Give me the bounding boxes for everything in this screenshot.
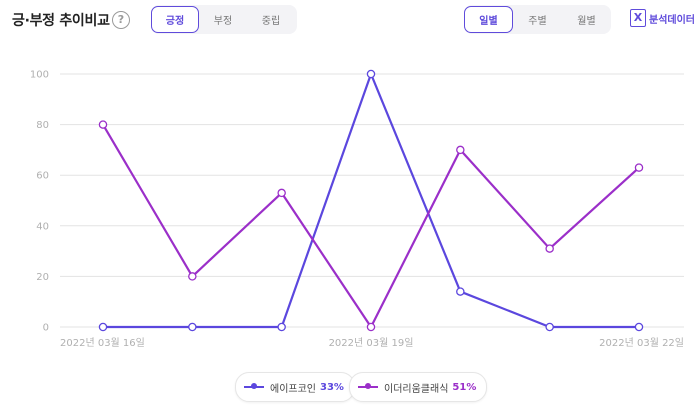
excel-icon: X [630,9,646,27]
data-point-series-1 [545,322,554,332]
period-tabs: 일별 주별 월별 [464,5,611,34]
x-tick-label: 2022년 03월 19일 [329,337,414,349]
data-point-series-2 [277,188,286,198]
export-label: 분석데이터 [649,14,695,26]
data-point-series-1 [188,322,197,332]
help-icon[interactable]: ? [112,11,130,29]
legend-share-2: 51% [452,381,477,393]
legend-item-series-1[interactable]: 에이프코인 33% [235,372,355,402]
export-data-button[interactable]: X 분석데이터 [630,9,695,27]
data-point-series-1 [98,322,108,332]
header-bar: 긍·부정 추이비교 ? 긍정 부정 중립 일별 주별 월별 X 분석데이터 [0,0,700,42]
series-lines [98,69,644,332]
data-point-series-2 [98,120,108,129]
y-tick-label: 100 [30,70,49,81]
data-point-series-2 [366,322,376,332]
legend-share-1: 33% [320,381,344,393]
tab-daily[interactable]: 일별 [464,6,513,33]
series-line-1 [103,72,639,329]
x-axis-ticks: 2022년 03월 16일 2022년 03월 19일 2022년 03월 22일 [60,337,684,349]
y-tick-label: 80 [36,120,49,131]
legend-swatch-1 [244,383,264,389]
page-title: 긍·부정 추이비교 [12,13,110,29]
sentiment-tabs: 긍정 부정 중립 [151,5,297,34]
data-point-series-1 [634,322,644,332]
data-point-series-2 [634,163,644,172]
y-tick-label: 60 [36,171,49,182]
data-point-series-1 [366,69,376,79]
tab-monthly[interactable]: 월별 [577,16,596,27]
y-tick-label: 40 [36,221,49,232]
y-axis-ticks: 0 20 40 60 80 100 [30,70,49,334]
legend-swatch-2 [358,383,378,389]
y-tick-label: 0 [43,323,49,334]
data-point-series-2 [456,145,465,155]
x-tick-label: 2022년 03월 22일 [599,337,684,349]
data-point-series-1 [277,322,286,332]
y-tick-label: 20 [36,272,49,283]
legend-label-1: 에이프코인 [270,383,316,395]
x-tick-label: 2022년 03월 16일 [60,337,145,349]
grid-lines [60,73,684,328]
legend-label-2: 이더리움클래식 [384,383,449,395]
data-point-series-2 [188,272,197,281]
tab-positive[interactable]: 긍정 [151,6,199,33]
tab-negative[interactable]: 부정 [213,16,233,27]
data-point-series-1 [456,287,465,296]
data-point-series-2 [545,244,554,253]
tab-weekly[interactable]: 주별 [528,16,547,27]
tab-neutral[interactable]: 중립 [261,16,281,27]
legend-item-series-2[interactable]: 이더리움클래식 51% [349,372,488,402]
